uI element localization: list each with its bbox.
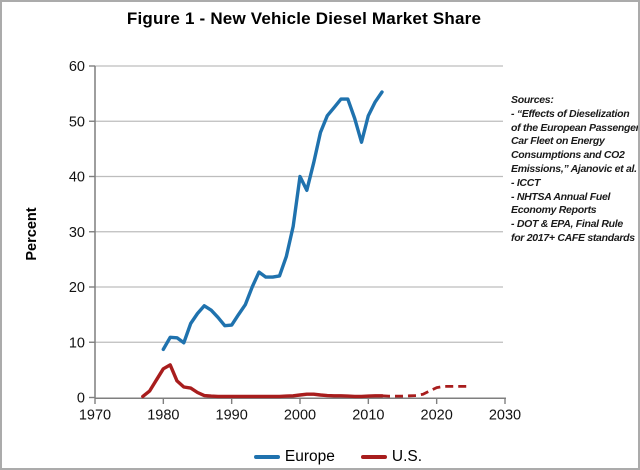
x-tick-label: 1990 [216,408,248,424]
x-tick-label: 2020 [421,408,453,424]
sources-note: Sources: - “Effects of Dieselization of … [511,94,640,244]
y-tick-label: 60 [69,59,85,75]
legend-swatch-us [360,455,387,459]
y-tick-label: 20 [69,280,85,296]
y-tick-label: 40 [69,170,85,186]
series-line-u-s-projection [381,384,471,398]
legend-label-us: U.S. [391,448,423,465]
x-tick-label: 2010 [352,408,384,424]
x-tick-label: 1980 [147,408,179,424]
y-tick-label: 30 [69,225,85,241]
legend: Europe U.S. [22,448,638,466]
legend-item-us: U.S. [360,448,423,466]
chart-title: Figure 1 - New Vehicle Diesel Market Sha… [126,9,482,28]
x-tick-label: 2000 [284,408,316,424]
x-tick-label: 2030 [489,408,521,424]
y-tick-label: 10 [69,335,85,351]
legend-item-europe: Europe [253,448,335,466]
legend-label-europe: Europe [284,448,335,465]
y-tick-label: 0 [77,391,85,407]
series-line-europe [161,90,384,352]
x-tick-label: 1970 [79,408,111,424]
legend-swatch-europe [253,455,280,459]
series-line-u-s [141,363,384,399]
y-tick-label: 50 [69,114,85,130]
